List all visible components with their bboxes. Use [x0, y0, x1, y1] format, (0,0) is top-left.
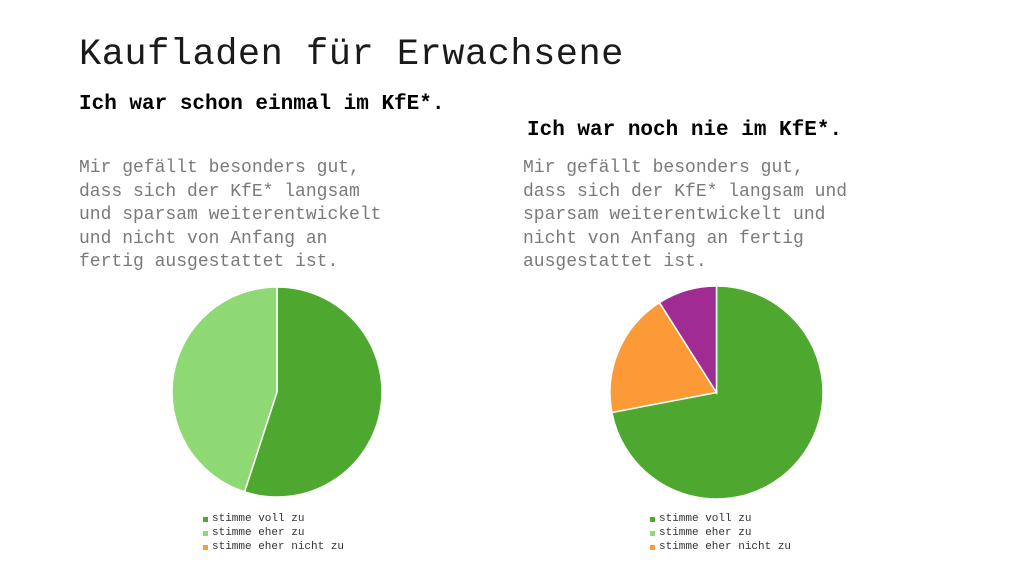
legend-item: stimme voll zu [203, 512, 344, 526]
legend-label: stimme eher nicht zu [212, 541, 345, 553]
left-statement: Mir gefällt besonders gut, dass sich der… [79, 158, 382, 272]
right-heading: Ich war noch nie im KfE*. [527, 119, 843, 142]
left-pie-chart [171, 286, 383, 498]
legend-swatch [650, 516, 655, 522]
pie-slice-stimme-gar-nicht-zu [658, 285, 718, 396]
legend-label: stimme eher nicht zu [659, 541, 792, 553]
pie-slice-stimme-voll-zu [243, 286, 383, 498]
legend-item: stimme eher nicht zu [203, 540, 344, 554]
legend-label: stimme voll zu [212, 513, 305, 525]
legend-swatch [203, 516, 208, 522]
left-heading: Ich war schon einmal im KfE*. [79, 93, 445, 116]
legend-label: stimme eher zu [659, 527, 752, 539]
right-chart-legend: stimme voll zu stimme eher zu stimme ehe… [650, 512, 791, 554]
right-pie-chart [609, 285, 824, 500]
slide-title: Kaufladen für Erwachsene [79, 34, 624, 76]
legend-label: stimme eher zu [212, 527, 305, 539]
legend-swatch [650, 544, 655, 550]
pie-slice-stimme-eher-nicht-zu [609, 301, 718, 414]
legend-item: stimme eher nicht zu [650, 540, 791, 554]
pie-slice-stimme-voll-zu [611, 285, 824, 500]
legend-swatch [203, 544, 208, 550]
legend-item: stimme voll zu [650, 512, 791, 526]
right-statement: Mir gefällt besonders gut, dass sich der… [523, 158, 848, 272]
legend-label: stimme voll zu [659, 513, 752, 525]
legend-swatch [203, 530, 208, 536]
legend-swatch [650, 530, 655, 536]
legend-item: stimme eher zu [650, 526, 791, 540]
left-chart-legend: stimme voll zu stimme eher zu stimme ehe… [203, 512, 344, 554]
pie-slice-stimme-eher-zu [171, 286, 278, 493]
legend-item: stimme eher zu [203, 526, 344, 540]
